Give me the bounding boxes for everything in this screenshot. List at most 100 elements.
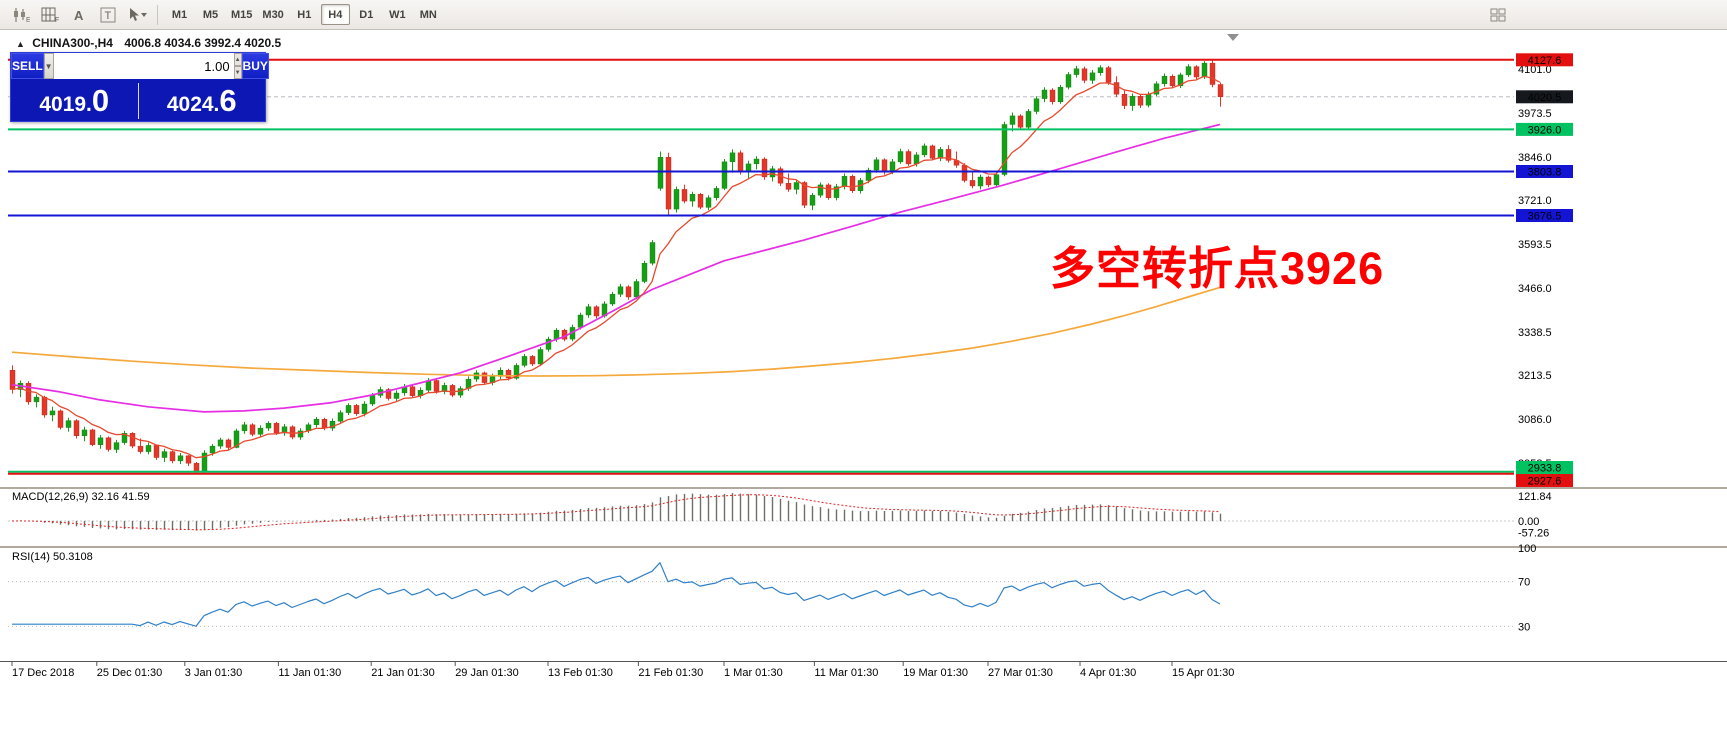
price-badge [1516, 474, 1573, 487]
text-a-icon: A [71, 7, 87, 23]
price-tick-label: 3466.0 [1518, 283, 1552, 295]
price-divider [137, 82, 139, 119]
price-tick-label: 3086.0 [1518, 414, 1552, 426]
cursor-icon [126, 7, 148, 23]
rsi-label: RSI(14) 50.3108 [12, 551, 93, 563]
time-axis-label: 21 Feb 01:30 [638, 667, 703, 679]
svg-text:2927.6: 2927.6 [1528, 476, 1562, 488]
time-axis-label: 11 Mar 01:30 [814, 667, 878, 679]
rsi-axis-label: 70 [1518, 577, 1530, 589]
sell-price-main: 4019. [39, 93, 92, 116]
svg-text:3926.0: 3926.0 [1528, 124, 1562, 136]
svg-text:4127.6: 4127.6 [1528, 55, 1562, 67]
svg-text:A: A [74, 8, 84, 23]
time-axis-label: 15 Apr 01:30 [1172, 667, 1234, 679]
price-badge [1516, 53, 1573, 67]
svg-text:F: F [55, 17, 59, 23]
time-axis-label: 1 Mar 01:30 [724, 667, 783, 679]
macd-label: MACD(12,26,9) 32.16 41.59 [12, 491, 150, 503]
timeframe-h1[interactable]: H1 [297, 8, 312, 21]
text-tool-button[interactable]: A [65, 3, 92, 26]
candles-group [9, 60, 1224, 474]
time-axis-label: 3 Jan 01:30 [185, 667, 243, 679]
macd-axis-label: 0.00 [1518, 516, 1539, 528]
timeframe-h4[interactable]: H4 [320, 4, 350, 25]
time-axis-label: 19 Mar 01:30 [903, 667, 968, 679]
timeframe-w1[interactable]: W1 [389, 8, 406, 21]
svg-text:3676.5: 3676.5 [1528, 210, 1562, 222]
main-toolbar: E F A T [0, 0, 1727, 30]
price-badge [1516, 90, 1573, 104]
window-grid-button[interactable] [1484, 3, 1511, 26]
window-grid-icon [1490, 7, 1506, 23]
svg-text:4020.5: 4020.5 [1528, 92, 1562, 104]
price-badge [1516, 122, 1573, 136]
up-triangle-icon: ▲ [16, 39, 25, 49]
price-badge [1516, 461, 1573, 474]
time-axis-label: 17 Dec 2018 [12, 667, 74, 679]
text-label-button[interactable]: T [94, 3, 121, 26]
macd-histogram [19, 493, 1222, 531]
chart-candles-icon: E [12, 7, 30, 23]
timeframe-m1[interactable]: M1 [171, 8, 188, 21]
macd-axis-label: -57.26 [1518, 528, 1549, 540]
rsi-line [12, 562, 1221, 627]
price-tick-label: 3973.5 [1518, 108, 1552, 120]
buy-price: 4024.6 [139, 85, 266, 116]
timeframe-m15[interactable]: M15 [231, 8, 253, 21]
buy-price-main: 4024. [166, 93, 220, 116]
buy-price-big-digit: 6 [219, 83, 237, 118]
chevron-down-icon: ▼ [44, 61, 53, 71]
macd-axis-label: 121.84 [1518, 491, 1552, 503]
volume-dropdown[interactable]: ▼ [43, 53, 54, 79]
ohlc-values: 4006.8 4034.6 3992.4 4020.5 [124, 36, 282, 50]
timeframe-mn[interactable]: MN [419, 8, 437, 21]
svg-text:3803.8: 3803.8 [1528, 167, 1562, 179]
sell-price-big-digit: 0 [91, 83, 110, 118]
chart-type-button[interactable]: E [7, 3, 34, 26]
rsi-axis-label: 100 [1518, 543, 1536, 555]
price-tick-label: 3213.5 [1518, 370, 1552, 382]
cursor-tool-button[interactable] [123, 3, 150, 26]
toolbar-separator [157, 4, 158, 25]
time-axis-label: 27 Mar 01:30 [988, 667, 1053, 679]
one-click-trading-panel: SELL ▼ ▲ ▼ BUY 4019.0 4024.6 [10, 52, 269, 122]
price-tick-label: 3593.5 [1518, 239, 1552, 251]
volume-up-button[interactable]: ▲ [233, 53, 242, 66]
ma-mid-line [11, 123, 1221, 413]
rsi-axis-label: 30 [1518, 621, 1530, 633]
symbol-period-label: CHINA300-,H4 [32, 36, 113, 50]
volume-stepper: ▲ ▼ [233, 53, 242, 79]
timeframe-d1[interactable]: D1 [359, 8, 374, 21]
macd-signal-line [11, 494, 1221, 531]
price-badge [1516, 165, 1573, 178]
time-axis-label: 11 Jan 01:30 [278, 667, 341, 679]
indicator-windows-button[interactable]: F [36, 3, 63, 26]
price-tick-label: 3338.5 [1518, 327, 1552, 339]
svg-text:E: E [26, 17, 30, 23]
time-axis-label: 25 Dec 01:30 [97, 667, 162, 679]
time-axis-label: 21 Jan 01:30 [371, 667, 435, 679]
svg-text:2933.8: 2933.8 [1528, 463, 1562, 475]
indicator-windows-icon: F [41, 7, 59, 23]
price-badge [1516, 209, 1573, 222]
chart-header: ▲ CHINA300-,H4 4006.8 4034.6 3992.4 4020… [16, 36, 281, 50]
sell-button[interactable]: SELL [11, 53, 44, 79]
price-tick-label: 3846.0 [1518, 152, 1552, 164]
price-tick-label: 4101.0 [1518, 64, 1552, 76]
buy-button[interactable]: BUY [241, 53, 269, 79]
timeframe-m30[interactable]: M30 [262, 8, 284, 21]
timeframe-m5[interactable]: M5 [202, 8, 219, 21]
price-tick-label: 3721.0 [1518, 195, 1552, 207]
svg-text:T: T [104, 10, 111, 22]
ma-slow-line [11, 286, 1221, 377]
volume-down-button[interactable]: ▼ [233, 66, 242, 79]
sell-price: 4019.0 [11, 85, 138, 116]
volume-input[interactable] [53, 53, 234, 79]
pivot-annotation-text[interactable]: 多空转折点3926 [1050, 243, 1385, 294]
time-axis-label: 4 Apr 01:30 [1080, 667, 1136, 679]
time-axis-label: 29 Jan 01:30 [455, 667, 519, 679]
chart-canvas[interactable]: 4101.0 3973.5 3846.0 3721.0 3593.5 3466.0 3338… [0, 30, 1727, 685]
text-label-icon: T [100, 7, 116, 23]
